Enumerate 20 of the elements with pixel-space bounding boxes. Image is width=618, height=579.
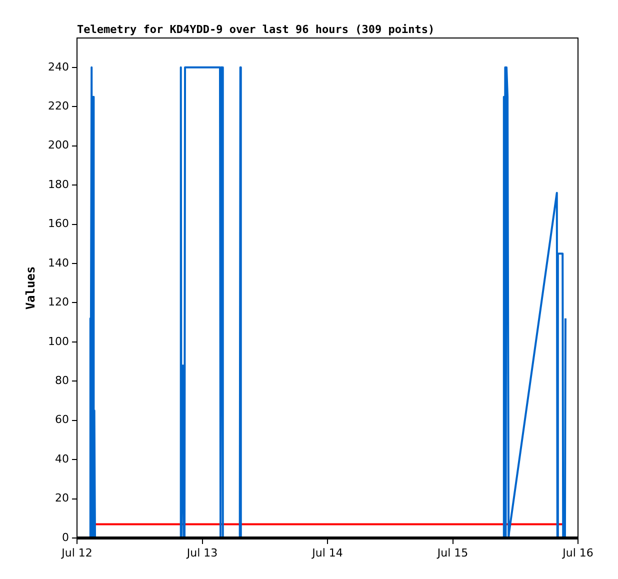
y-tick-label: 220 bbox=[48, 99, 69, 112]
x-tick-label: Jul 16 bbox=[562, 546, 594, 560]
chart-title: Telemetry for KD4YDD-9 over last 96 hours (309 points) bbox=[77, 23, 435, 36]
y-tick-label: 180 bbox=[48, 178, 69, 191]
x-tick-label: Jul 15 bbox=[436, 546, 468, 560]
x-tick-label: Jul 13 bbox=[186, 546, 218, 560]
x-tick-label: Jul 14 bbox=[311, 546, 343, 560]
y-tick-label: 160 bbox=[48, 217, 69, 230]
y-tick-label: 0 bbox=[62, 530, 69, 544]
y-axis-title: Values bbox=[23, 266, 38, 310]
x-tick-label: Jul 12 bbox=[60, 546, 92, 560]
y-tick-label: 200 bbox=[48, 138, 69, 152]
y-tick-label: 100 bbox=[48, 334, 69, 348]
y-tick-label: 140 bbox=[48, 256, 69, 270]
y-tick-label: 40 bbox=[55, 452, 69, 466]
y-tick-label: 60 bbox=[55, 413, 69, 426]
y-tick-label: 240 bbox=[48, 60, 69, 74]
y-tick-label: 20 bbox=[55, 492, 69, 505]
y-tick-label: 80 bbox=[55, 374, 69, 387]
y-tick-label: 120 bbox=[48, 296, 69, 309]
